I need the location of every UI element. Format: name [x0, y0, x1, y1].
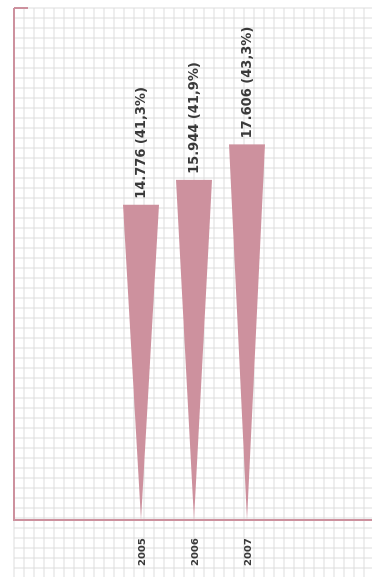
data-label-2006: 15.944 (41,9%)	[187, 62, 202, 174]
x-tick-labels: 2005 2006 2007	[137, 538, 254, 566]
x-tick-label-2007: 2007	[243, 538, 254, 566]
bar-2005	[123, 204, 159, 520]
bars	[123, 144, 265, 520]
data-label-2005: 14.776 (41,3%)	[134, 87, 149, 199]
data-label-2007: 17.606 (43,3%)	[240, 27, 255, 139]
x-tick-label-2006: 2006	[190, 538, 201, 566]
bar-2007	[229, 144, 265, 520]
bar-2006	[176, 179, 212, 520]
x-tick-label-2005: 2005	[137, 538, 148, 566]
axes	[13, 7, 372, 521]
data-labels: 14.776 (41,3%) 15.944 (41,9%) 17.606 (43,3…	[134, 27, 255, 199]
